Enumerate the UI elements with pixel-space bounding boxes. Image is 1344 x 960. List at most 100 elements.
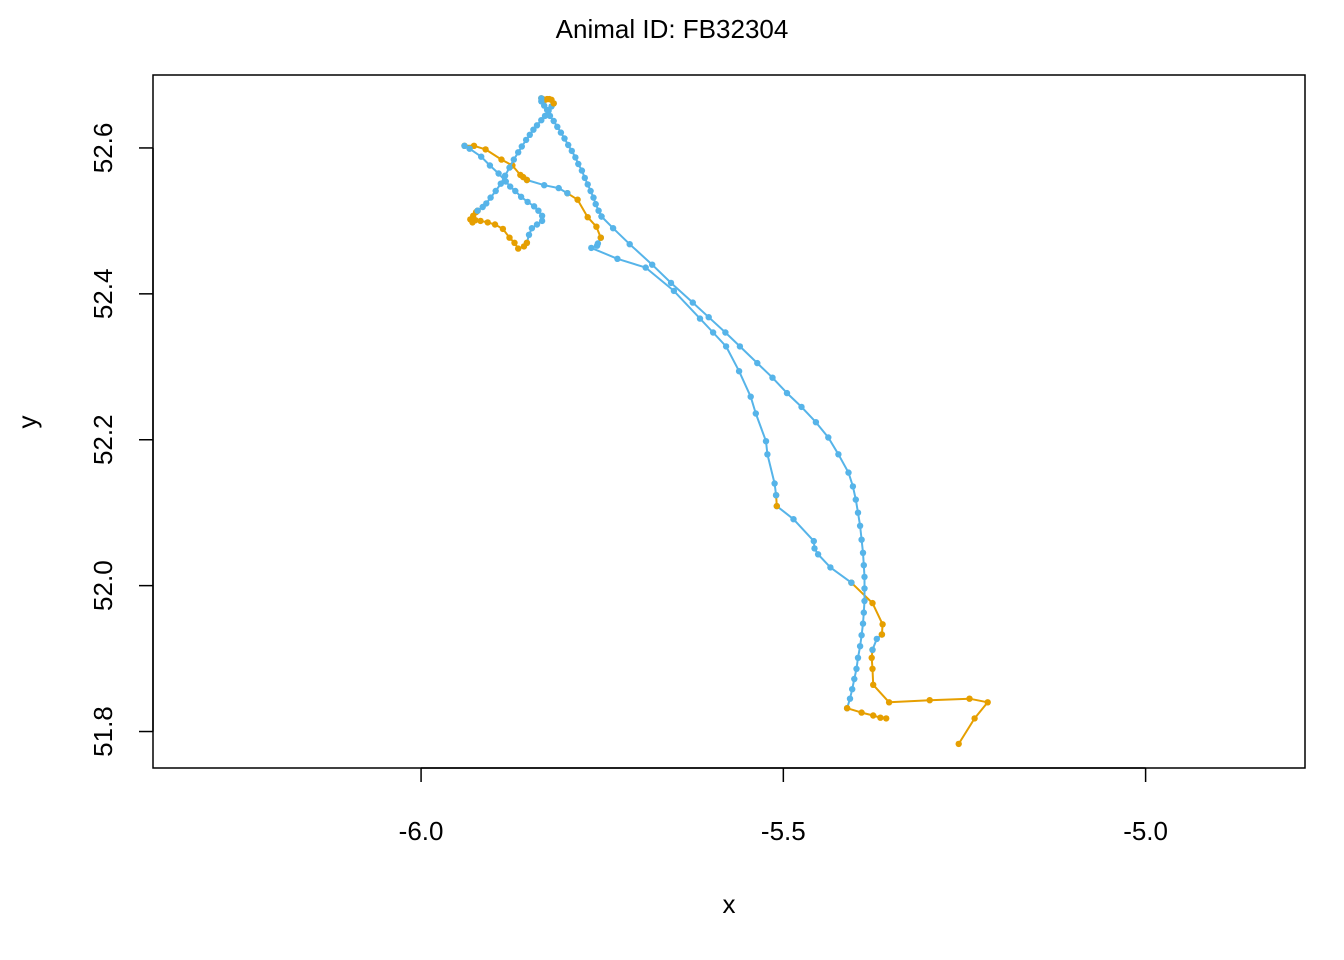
chart-title: Animal ID: FB32304 bbox=[556, 14, 789, 44]
track-point bbox=[869, 599, 876, 607]
track-point bbox=[811, 545, 818, 552]
track-point bbox=[498, 156, 505, 163]
track-point bbox=[810, 537, 817, 545]
track-point bbox=[856, 643, 864, 650]
track-point bbox=[461, 142, 468, 149]
track-point bbox=[517, 171, 524, 179]
track-point bbox=[541, 182, 548, 189]
track-point bbox=[860, 562, 867, 569]
track-point bbox=[689, 299, 696, 306]
track-point bbox=[524, 198, 531, 206]
track-point bbox=[812, 419, 820, 426]
track-point bbox=[883, 715, 890, 722]
track-point bbox=[578, 167, 586, 174]
track-point bbox=[873, 635, 880, 643]
track-point bbox=[502, 178, 509, 185]
track-point bbox=[592, 200, 599, 208]
y-tick-label: 52.0 bbox=[88, 560, 118, 611]
track-point bbox=[798, 403, 805, 411]
track-segment-a bbox=[474, 100, 557, 214]
track-segment-b bbox=[467, 207, 531, 252]
track-point bbox=[870, 712, 877, 719]
track-point bbox=[575, 160, 582, 168]
track-point bbox=[491, 221, 499, 228]
track-point bbox=[528, 225, 536, 232]
track-segment-a bbox=[598, 213, 868, 712]
y-tick-label: 51.8 bbox=[88, 706, 118, 757]
track-point bbox=[486, 162, 494, 169]
track-point bbox=[764, 451, 771, 458]
track-point bbox=[526, 131, 533, 138]
track-point bbox=[609, 225, 617, 232]
track-point bbox=[649, 261, 656, 268]
track-point bbox=[705, 314, 712, 321]
y-axis-label: y bbox=[12, 416, 42, 429]
track-point bbox=[590, 194, 597, 201]
y-axis: 51.8 52.0 52.2 52.4 52.6 bbox=[88, 123, 154, 757]
track-point bbox=[835, 451, 842, 458]
track-point bbox=[852, 496, 859, 503]
track-segment-b bbox=[843, 705, 890, 722]
track-point bbox=[614, 255, 621, 262]
track-point bbox=[584, 181, 591, 188]
track-point bbox=[854, 509, 862, 516]
track-point bbox=[483, 200, 490, 207]
track-point bbox=[859, 549, 867, 556]
track-point bbox=[846, 695, 854, 702]
track-point bbox=[772, 492, 780, 499]
track-point bbox=[510, 156, 517, 163]
x-axis: -6.0 -5.5 -5.0 bbox=[399, 767, 1168, 846]
track-point bbox=[492, 187, 499, 195]
track-point bbox=[530, 126, 537, 133]
track-point bbox=[762, 438, 770, 445]
track-point bbox=[587, 187, 594, 195]
track-point bbox=[869, 665, 876, 672]
track-point bbox=[533, 221, 541, 228]
track-point bbox=[522, 136, 530, 144]
track-point bbox=[535, 207, 542, 214]
track-point bbox=[642, 264, 649, 271]
track-line bbox=[566, 192, 602, 239]
y-tick-label: 52.2 bbox=[88, 414, 118, 465]
track-segment-a bbox=[773, 502, 855, 586]
track-point bbox=[501, 172, 509, 179]
track-point bbox=[736, 343, 744, 350]
track-line bbox=[776, 505, 852, 584]
track-point bbox=[696, 315, 704, 322]
track-point bbox=[722, 329, 729, 336]
track-segment-a bbox=[538, 95, 605, 220]
track-point bbox=[512, 187, 519, 195]
track-point bbox=[574, 196, 581, 203]
track-point bbox=[543, 106, 551, 114]
track-point bbox=[565, 141, 572, 149]
track-point bbox=[773, 502, 780, 510]
track-point bbox=[568, 147, 575, 155]
track-point bbox=[595, 207, 602, 214]
track-point bbox=[541, 112, 549, 120]
track-point bbox=[849, 483, 857, 490]
track-point bbox=[814, 551, 822, 558]
track-point bbox=[735, 368, 743, 375]
track-point bbox=[670, 287, 678, 295]
track-point bbox=[487, 194, 494, 201]
x-tick-label: -5.5 bbox=[761, 816, 806, 846]
track-segment-b bbox=[564, 190, 604, 241]
track-series bbox=[461, 95, 991, 748]
track-point bbox=[854, 654, 862, 661]
track-point bbox=[515, 149, 522, 156]
track-point bbox=[868, 654, 875, 661]
track-point bbox=[966, 695, 973, 702]
track-point bbox=[477, 217, 484, 225]
track-point bbox=[550, 117, 557, 125]
track-point bbox=[769, 374, 776, 381]
track-point bbox=[517, 193, 525, 200]
track-point bbox=[877, 714, 884, 721]
track-point bbox=[572, 154, 579, 161]
track-point bbox=[597, 234, 604, 241]
track-point bbox=[851, 675, 858, 683]
track-point bbox=[771, 480, 778, 487]
track-segment-a bbox=[523, 176, 571, 197]
track-point bbox=[495, 170, 502, 177]
track-point bbox=[984, 699, 991, 706]
track-line bbox=[600, 215, 866, 709]
